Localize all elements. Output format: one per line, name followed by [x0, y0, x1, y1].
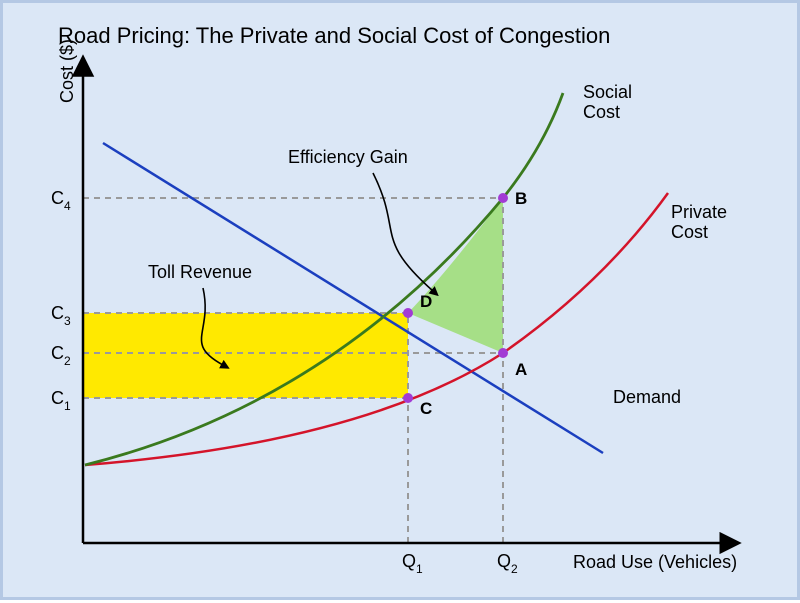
- y-tick-C4: C4: [51, 188, 71, 213]
- x-tick-Q2: Q2: [497, 551, 518, 576]
- point-label-A: A: [515, 360, 527, 379]
- x-tick-Q1: Q1: [402, 551, 423, 576]
- private-cost-label: Private Cost: [671, 202, 732, 242]
- y-ticks: C1 C2 C3 C4: [51, 188, 71, 413]
- toll-revenue-region: [83, 313, 408, 398]
- point-label-B: B: [515, 189, 527, 208]
- toll-revenue-label: Toll Revenue: [148, 262, 252, 282]
- chart-title: Road Pricing: The Private and Social Cos…: [58, 23, 610, 49]
- efficiency-gain-leader: [373, 173, 433, 291]
- point-A: [498, 348, 508, 358]
- x-axis-label: Road Use (Vehicles): [573, 552, 737, 572]
- point-B: [498, 193, 508, 203]
- point-D: [403, 308, 413, 318]
- y-tick-C1: C1: [51, 388, 71, 413]
- demand-label: Demand: [613, 387, 681, 407]
- point-C: [403, 393, 413, 403]
- y-tick-C2: C2: [51, 343, 71, 368]
- y-tick-C3: C3: [51, 303, 71, 328]
- chart-frame: Road Pricing: The Private and Social Cos…: [0, 0, 800, 600]
- point-label-C: C: [420, 399, 432, 418]
- x-ticks: Q1 Q2: [402, 551, 518, 576]
- point-label-D: D: [420, 292, 432, 311]
- chart-svg: Road Use (Vehicles) Cost ($) Demand Soci…: [3, 3, 800, 603]
- demand-curve: [103, 143, 603, 453]
- efficiency-gain-region: [408, 198, 503, 353]
- efficiency-gain-label: Efficiency Gain: [288, 147, 408, 167]
- social-cost-label: Social Cost: [583, 82, 637, 122]
